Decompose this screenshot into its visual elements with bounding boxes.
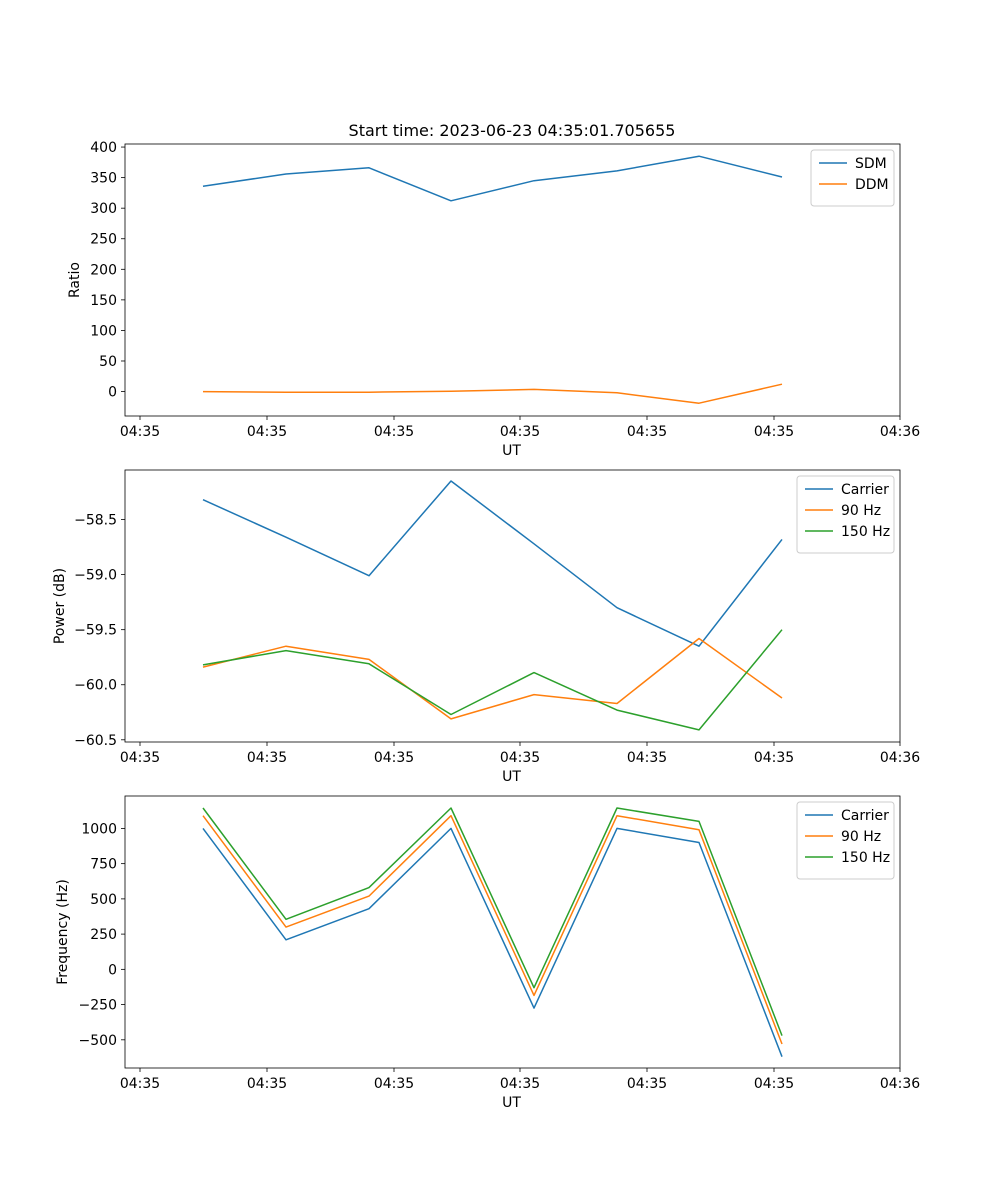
x-tick-label: 04:35 bbox=[500, 750, 540, 766]
y-tick-label: 150 bbox=[90, 293, 117, 309]
series-line-sdm bbox=[202, 155, 783, 202]
y-tick-label: 400 bbox=[90, 140, 117, 156]
legend-label: 150 Hz bbox=[841, 850, 890, 866]
x-tick-label: 04:35 bbox=[374, 1076, 414, 1092]
x-tick-label: 04:35 bbox=[120, 424, 160, 440]
x-tick-label: 04:35 bbox=[247, 424, 287, 440]
x-tick-label: 04:35 bbox=[627, 424, 667, 440]
y-tick-label: −58.5 bbox=[74, 513, 117, 529]
series-line-150-hz bbox=[202, 807, 783, 1036]
legend-label: SDM bbox=[855, 156, 887, 172]
figure-title: Start time: 2023-06-23 04:35:01.705655 bbox=[349, 121, 676, 140]
y-tick-label: 200 bbox=[90, 262, 117, 278]
x-tick-label: 04:36 bbox=[880, 750, 920, 766]
x-tick-label: 04:36 bbox=[880, 424, 920, 440]
x-tick-label: 04:35 bbox=[120, 750, 160, 766]
axes-frame bbox=[124, 469, 901, 743]
y-tick-label: 100 bbox=[90, 323, 117, 339]
y-axis-label: Power (dB) bbox=[52, 568, 68, 644]
y-axis-label: Ratio bbox=[67, 262, 83, 298]
x-tick-label: 04:35 bbox=[500, 1076, 540, 1092]
x-axis-label: UT bbox=[502, 1095, 521, 1111]
legend-box bbox=[796, 475, 895, 554]
y-tick-label: −60.0 bbox=[74, 678, 117, 694]
series-line-carrier bbox=[202, 827, 783, 1057]
chart-2: 04:35 04:35 04:35 04:35 04:35 04:35 04:36 −58.5… bbox=[52, 469, 920, 785]
legend-label: Carrier bbox=[841, 808, 889, 824]
x-tick-label: 04:35 bbox=[754, 750, 794, 766]
x-tick-label: 04:35 bbox=[754, 424, 794, 440]
y-tick-label: 500 bbox=[90, 892, 117, 908]
axes-frame bbox=[124, 143, 901, 417]
legend-label: 90 Hz bbox=[841, 503, 881, 519]
y-tick-label: 250 bbox=[90, 927, 117, 943]
x-tick-label: 04:35 bbox=[627, 750, 667, 766]
legend-label: Carrier bbox=[841, 482, 889, 498]
y-tick-label: −250 bbox=[79, 998, 117, 1014]
x-tick-label: 04:35 bbox=[754, 1076, 794, 1092]
series-line-90-hz bbox=[202, 637, 783, 720]
series-line-150-hz bbox=[202, 629, 783, 731]
y-axis-label: Frequency (Hz) bbox=[55, 879, 71, 985]
x-tick-label: 04:35 bbox=[120, 1076, 160, 1092]
x-tick-label: 04:35 bbox=[374, 424, 414, 440]
chart-1: 04:35 04:35 04:35 04:35 04:35 04:35 04:36 0 50 10… bbox=[67, 140, 920, 459]
x-tick-label: 04:35 bbox=[500, 424, 540, 440]
legend-label: 90 Hz bbox=[841, 829, 881, 845]
y-tick-label: 300 bbox=[90, 201, 117, 217]
y-tick-label: 0 bbox=[108, 385, 117, 401]
axes-frame bbox=[124, 795, 901, 1069]
y-tick-label: 750 bbox=[90, 857, 117, 873]
x-tick-label: 04:36 bbox=[880, 1076, 920, 1092]
series-line-90-hz bbox=[202, 814, 783, 1045]
y-tick-label: −500 bbox=[79, 1033, 117, 1049]
legend-label: 150 Hz bbox=[841, 524, 890, 540]
legend-box bbox=[810, 149, 895, 207]
x-tick-label: 04:35 bbox=[247, 1076, 287, 1092]
series-line-carrier bbox=[202, 480, 783, 647]
x-tick-label: 04:35 bbox=[374, 750, 414, 766]
y-tick-label: 350 bbox=[90, 171, 117, 187]
y-tick-label: −59.5 bbox=[74, 623, 117, 639]
legend-label: DDM bbox=[855, 177, 889, 193]
y-tick-label: −60.5 bbox=[74, 733, 117, 749]
x-axis-label: UT bbox=[502, 769, 521, 785]
chart-3: 04:35 04:35 04:35 04:35 04:35 04:35 04:36 1000 7… bbox=[55, 795, 920, 1111]
y-tick-label: 0 bbox=[108, 962, 117, 978]
y-tick-label: 250 bbox=[90, 232, 117, 248]
y-tick-label: 1000 bbox=[81, 821, 117, 837]
y-tick-label: −59.0 bbox=[74, 568, 117, 584]
x-tick-label: 04:35 bbox=[247, 750, 287, 766]
x-axis-label: UT bbox=[502, 443, 521, 459]
x-tick-label: 04:35 bbox=[627, 1076, 667, 1092]
series-line-ddm bbox=[202, 383, 783, 404]
y-tick-label: 50 bbox=[99, 354, 117, 370]
legend-box bbox=[796, 801, 895, 880]
